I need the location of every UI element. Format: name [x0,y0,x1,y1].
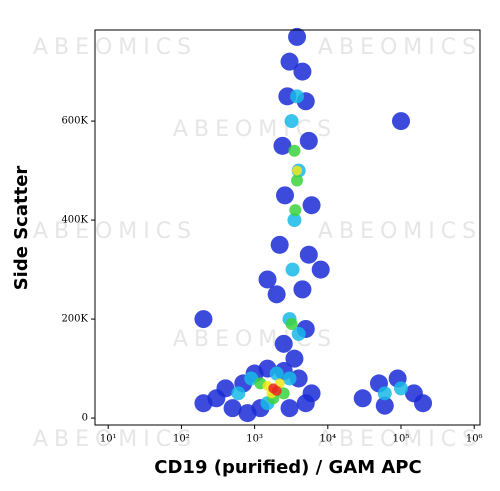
watermark: ABEOMICS [318,219,482,244]
density-point [285,349,304,368]
plot-frame [94,29,481,426]
density-point [377,386,392,401]
density-point [267,285,286,304]
density-point [299,245,318,264]
density-point [275,186,294,205]
density-point [291,326,306,341]
density-point [302,196,321,215]
y-tick-label: 200K [61,314,88,325]
x-axis-title: CD19 (purified) / GAM APC [154,457,421,478]
density-point [282,371,297,386]
density-point [288,144,301,157]
plot-area [194,27,433,423]
watermark: ABEOMICS [318,35,482,60]
density-point [194,394,213,413]
watermark: ABEOMICS [33,219,197,244]
density-point [287,213,302,228]
x-tick-label: 10¹ [100,434,117,445]
density-point [288,27,307,46]
density-point [296,394,315,413]
density-point [284,114,299,129]
y-tick-label: 400K [61,215,88,226]
watermark: ABEOMICS [33,35,197,60]
density-point [293,280,312,299]
density-point [414,394,433,413]
x-tick-label: 10² [173,434,190,445]
x-tick-label: 10⁵ [393,434,410,445]
density-point [392,112,411,131]
density-point [269,366,284,381]
density-point [394,381,409,396]
density-point [299,131,318,150]
y-tick-label: 600K [61,116,88,127]
density-point [273,136,292,155]
density-point [285,318,298,331]
watermark: ABEOMICS [33,427,197,452]
watermark: ABEOMICS [318,427,482,452]
density-point [280,52,299,71]
density-point [375,396,394,415]
density-point [289,204,302,217]
y-axis-title: Side Scatter [11,166,32,291]
x-tick-label: 10⁶ [466,434,483,445]
density-point [271,385,282,396]
density-point [194,310,213,329]
y-tick-label: 0 [82,413,88,424]
density-point [231,386,246,401]
density-point [223,399,242,418]
density-point [353,389,372,408]
density-point [258,270,277,289]
density-point [311,260,330,279]
density-point [280,399,299,418]
density-point [285,262,300,277]
x-tick-label: 10³ [246,434,263,445]
x-tick-label: 10⁴ [319,434,336,445]
density-point [290,89,305,104]
density-point [292,165,303,176]
density-point [293,62,312,81]
density-point [291,174,304,187]
density-point [270,235,289,254]
watermarks: ABEOMICS ABEOMICS ABEOMICS ABEOMICS ABEOMICS… [33,35,482,452]
density-point [274,334,293,353]
density-point [216,379,235,398]
